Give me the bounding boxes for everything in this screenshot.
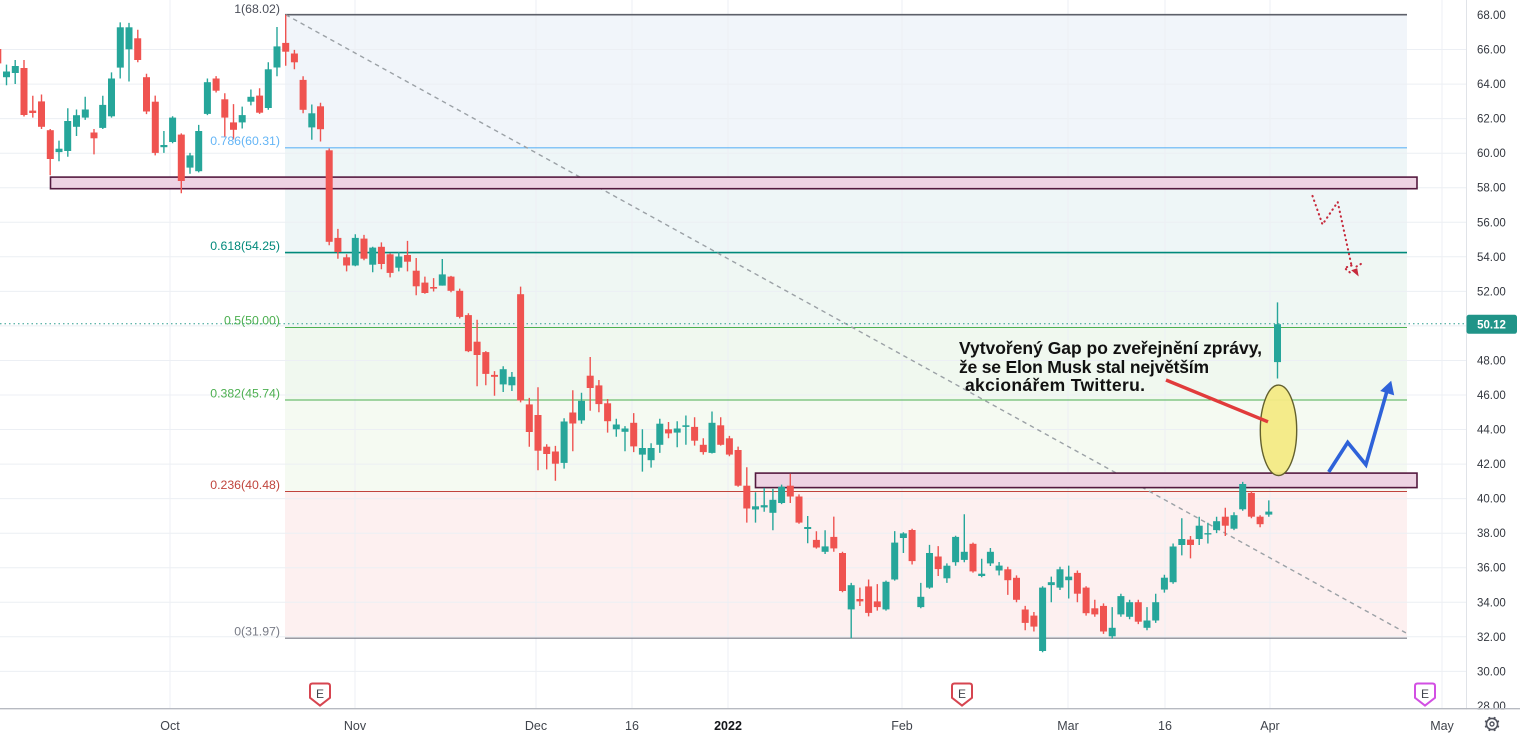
svg-text:52.00: 52.00 [1477, 286, 1506, 298]
svg-text:akcionářem Twitteru.: akcionářem Twitteru. [965, 375, 1145, 395]
svg-text:56.00: 56.00 [1477, 217, 1506, 229]
svg-text:42.00: 42.00 [1477, 459, 1506, 471]
svg-text:46.00: 46.00 [1477, 390, 1506, 402]
svg-text:že se Elon Musk stal největším: že se Elon Musk stal největším [959, 357, 1209, 377]
svg-text:54.00: 54.00 [1477, 252, 1506, 264]
svg-text:Mar: Mar [1057, 719, 1079, 733]
svg-text:0.786(60.31): 0.786(60.31) [210, 134, 280, 148]
svg-text:34.00: 34.00 [1477, 597, 1506, 609]
svg-text:1(68.02): 1(68.02) [234, 2, 280, 16]
svg-text:48.00: 48.00 [1477, 356, 1506, 368]
svg-text:0(31.97): 0(31.97) [234, 625, 280, 639]
svg-text:0.5(50.00): 0.5(50.00) [224, 314, 280, 328]
svg-text:32.00: 32.00 [1477, 632, 1506, 644]
svg-text:Feb: Feb [891, 719, 913, 733]
svg-text:16: 16 [625, 719, 639, 733]
svg-text:30.00: 30.00 [1477, 666, 1506, 678]
svg-text:E: E [1421, 687, 1429, 701]
svg-text:2022: 2022 [714, 719, 742, 733]
svg-text:E: E [316, 687, 324, 701]
svg-text:16: 16 [1158, 719, 1172, 733]
svg-text:Oct: Oct [160, 719, 180, 733]
svg-text:60.00: 60.00 [1477, 148, 1506, 160]
svg-text:58.00: 58.00 [1477, 183, 1506, 195]
svg-text:64.00: 64.00 [1477, 79, 1506, 91]
svg-text:68.00: 68.00 [1477, 10, 1506, 22]
svg-text:50.12: 50.12 [1477, 320, 1506, 332]
svg-text:Nov: Nov [344, 719, 367, 733]
svg-text:0.236(40.48): 0.236(40.48) [210, 478, 280, 492]
svg-text:62.00: 62.00 [1477, 114, 1506, 126]
svg-text:Apr: Apr [1260, 719, 1279, 733]
svg-text:40.00: 40.00 [1477, 494, 1506, 506]
svg-text:Vytvořený Gap po zveřejnění zp: Vytvořený Gap po zveřejnění zprávy, [959, 338, 1262, 358]
svg-text:38.00: 38.00 [1477, 528, 1506, 540]
svg-text:36.00: 36.00 [1477, 563, 1506, 575]
svg-text:May: May [1430, 719, 1454, 733]
svg-text:E: E [958, 687, 966, 701]
svg-text:66.00: 66.00 [1477, 45, 1506, 57]
svg-text:0.618(54.25): 0.618(54.25) [210, 239, 280, 253]
svg-text:0.382(45.74): 0.382(45.74) [210, 386, 280, 400]
svg-text:Dec: Dec [525, 719, 547, 733]
svg-text:44.00: 44.00 [1477, 425, 1506, 437]
